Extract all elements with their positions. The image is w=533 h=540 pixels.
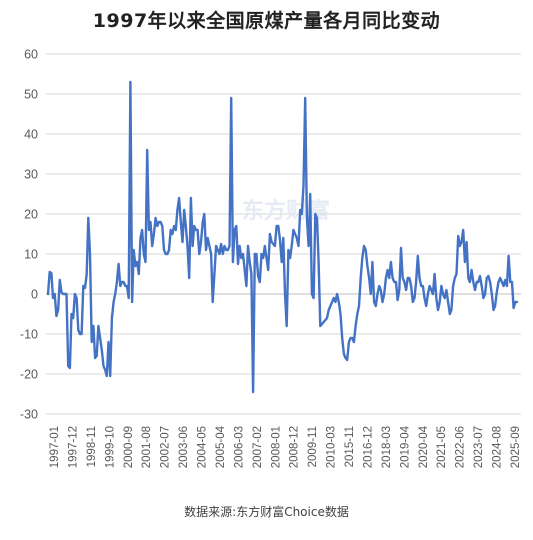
x-tick-label: 2020-04 [418, 425, 430, 468]
y-tick-label: 40 [24, 128, 38, 142]
x-tick-label: 2009-11 [307, 426, 319, 467]
x-tick-label: 2021-05 [436, 426, 448, 468]
y-tick-label: 50 [24, 88, 38, 102]
y-tick-label: -20 [20, 368, 38, 382]
x-tick-label: 2018-03 [381, 426, 393, 468]
x-tick-label: 2025-09 [510, 426, 522, 468]
y-axis: 60 50 40 30 20 10 0 -10 -20 -30 [20, 48, 38, 422]
x-tick-label: 2016-12 [362, 426, 374, 468]
x-tick-label: 2008-12 [289, 426, 301, 468]
x-tick-label: 2015-11 [344, 426, 356, 467]
x-tick-label: 1997-01 [49, 426, 61, 468]
x-tick-label: 2019-04 [399, 425, 411, 468]
series-line [46, 80, 519, 394]
x-tick-label: 2000-09 [123, 426, 135, 468]
y-tick-label: -30 [20, 408, 38, 422]
y-tick-label: 60 [24, 48, 38, 62]
y-tick-label: 10 [24, 248, 38, 262]
x-tick-label: 2022-06 [455, 426, 467, 468]
y-tick-label: 20 [24, 208, 38, 222]
y-tick-label: 0 [31, 288, 38, 302]
x-tick-label: 2006-03 [233, 426, 245, 468]
source-note: 数据来源:东方财富Choice数据 [184, 505, 349, 519]
x-tick-label: 2002-07 [160, 426, 172, 468]
x-tick-label: 2008-01 [270, 426, 282, 468]
series-layer [46, 80, 519, 394]
x-tick-label: 1998-11 [86, 426, 98, 467]
x-tick-label: 2001-08 [141, 426, 153, 468]
y-tick-label: 30 [24, 168, 38, 182]
x-tick-label: 2005-04 [215, 425, 227, 468]
x-tick-label: 2023-07 [473, 426, 485, 468]
chart-title: 1997年以来全国原煤产量各月同比变动 [92, 10, 441, 32]
x-tick-label: 2003-06 [178, 426, 190, 468]
x-tick-label: 2010-03 [326, 426, 338, 468]
x-tick-label: 2004-05 [197, 426, 209, 468]
y-tick-label: -10 [20, 328, 38, 342]
x-tick-label: 1997-12 [67, 426, 79, 468]
x-tick-label: 1999-10 [104, 426, 116, 468]
gridlines [46, 53, 521, 415]
x-tick-label: 2007-02 [252, 426, 264, 468]
x-tick-label: 2024-08 [492, 426, 504, 468]
x-tick-labels: 1997-01 1997-12 1998-11 1999-10 2000-09 2001-… [49, 425, 522, 468]
